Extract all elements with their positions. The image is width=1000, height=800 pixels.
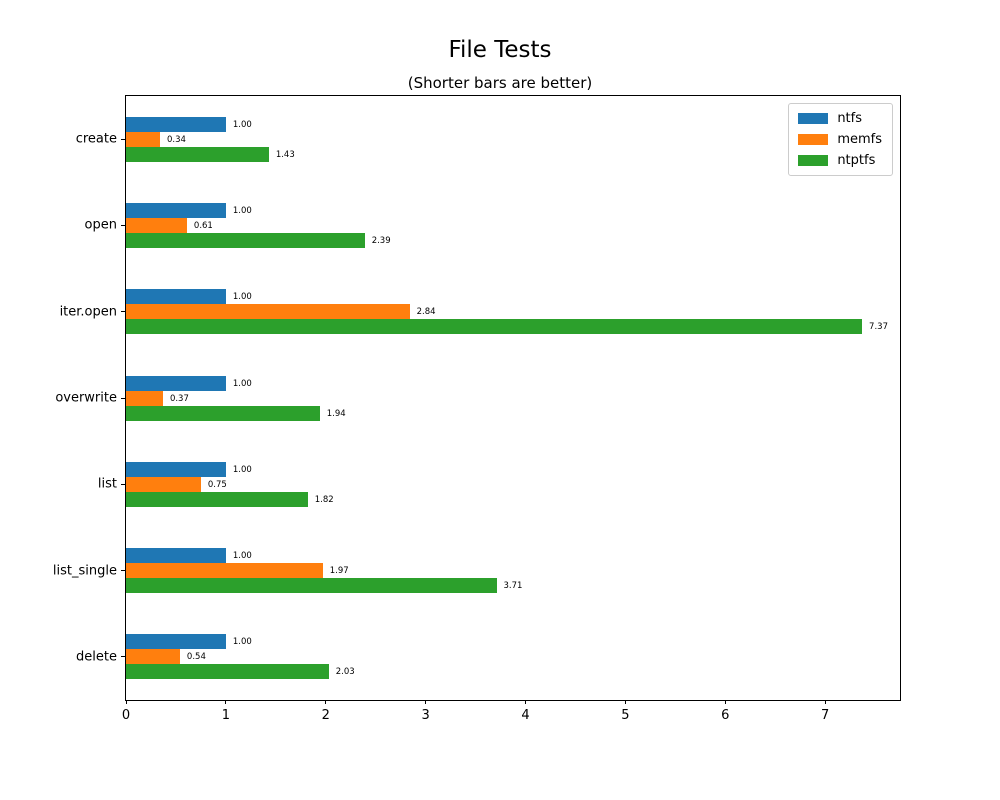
y-tick-list	[121, 483, 125, 485]
bar-ntptfs-create	[126, 146, 269, 162]
x-tick-label-5: 5	[621, 708, 630, 723]
x-tick-2	[325, 700, 327, 704]
y-tick-create	[121, 138, 125, 140]
legend-swatch-memfs	[798, 134, 829, 145]
y-tick-label-iter.open: iter.open	[59, 304, 117, 320]
legend-swatch-ntptfs	[798, 155, 829, 166]
bar-ntfs-list	[126, 461, 226, 477]
bar-value-label-ntfs-list_single: 1.00	[232, 551, 252, 562]
legend-entry-memfs: memfs	[798, 132, 882, 147]
bar-value-label-memfs-delete: 0.54	[186, 652, 206, 663]
x-tick-7	[824, 700, 826, 704]
y-tick-overwrite	[121, 397, 125, 399]
bar-value-label-ntptfs-iter.open: 7.37	[869, 322, 888, 333]
plot-area: 1.00 0.34 1.43 1.00 0.61 2.39 1.00 2.84 7.37 1.00…	[53, 95, 901, 723]
legend-swatch-ntfs	[798, 113, 829, 124]
bar-value-label-memfs-open: 0.61	[193, 220, 213, 231]
y-tick-label-open: open	[84, 217, 117, 233]
legend: ntfs memfs ntptfs	[788, 103, 893, 176]
bar-ntptfs-iter.open	[126, 319, 863, 335]
x-tick-label-2: 2	[321, 708, 330, 723]
legend-entry-ntptfs: ntptfs	[798, 153, 882, 168]
y-tick-label-list_single: list_single	[52, 563, 117, 579]
x-tick-4	[524, 700, 526, 704]
bar-memfs-delete	[126, 649, 180, 665]
bar-ntptfs-overwrite	[126, 405, 320, 421]
y-tick-delete	[121, 656, 125, 658]
x-tick-0	[125, 700, 127, 704]
x-tick-label-7: 7	[820, 708, 830, 723]
y-tick-iter.open	[121, 311, 125, 313]
bar-value-label-memfs-iter.open: 2.84	[416, 307, 436, 318]
bar-ntfs-create	[126, 116, 226, 132]
bar-ntfs-iter.open	[126, 289, 226, 305]
bar-memfs-list	[126, 476, 201, 492]
bar-value-label-ntptfs-overwrite: 1.94	[326, 408, 346, 419]
y-tick-label-list: list	[97, 476, 117, 492]
x-tick-label-1: 1	[221, 708, 230, 723]
bar-value-label-ntptfs-create: 1.43	[275, 149, 295, 160]
bar-ntptfs-open	[126, 232, 365, 248]
x-tick-6	[724, 700, 726, 704]
y-tick-label-delete: delete	[76, 649, 117, 665]
legend-label-ntfs: ntfs	[837, 111, 862, 126]
bar-value-label-ntfs-create: 1.00	[232, 119, 252, 130]
x-tick-label-0: 0	[121, 708, 131, 723]
bar-value-label-ntfs-overwrite: 1.00	[232, 378, 252, 389]
bar-ntfs-list_single	[126, 548, 226, 564]
bar-value-label-ntptfs-delete: 2.03	[335, 667, 355, 678]
bar-ntfs-overwrite	[126, 375, 226, 391]
bar-memfs-create	[126, 131, 160, 147]
y-tick-label-create: create	[75, 131, 117, 147]
bar-memfs-open	[126, 217, 187, 233]
bar-ntptfs-delete	[126, 664, 329, 680]
legend-entry-ntfs: ntfs	[798, 111, 882, 126]
bar-value-label-memfs-list: 0.75	[207, 479, 227, 490]
x-tick-1	[225, 700, 227, 704]
bar-memfs-list_single	[126, 563, 323, 579]
bar-value-label-ntfs-list: 1.00	[232, 464, 252, 475]
bar-ntfs-open	[126, 202, 226, 218]
bar-value-label-ntptfs-list_single: 3.71	[503, 581, 523, 592]
y-tick-list_single	[121, 570, 125, 572]
bar-value-label-memfs-list_single: 1.97	[329, 566, 349, 577]
x-tick-3	[425, 700, 427, 704]
y-tick-open	[121, 224, 125, 226]
bar-memfs-overwrite	[126, 390, 163, 406]
bar-value-label-memfs-create: 0.34	[166, 134, 186, 145]
bar-memfs-iter.open	[126, 304, 410, 320]
bar-ntptfs-list_single	[126, 578, 497, 594]
chart-title: File Tests	[448, 37, 552, 63]
x-tick-label-4: 4	[521, 708, 530, 723]
bar-value-label-ntptfs-list: 1.82	[314, 494, 334, 505]
x-tick-label-6: 6	[721, 708, 730, 723]
chart-subtitle: (Shorter bars are better)	[407, 74, 593, 92]
bar-value-label-memfs-overwrite: 0.37	[169, 393, 189, 404]
bar-value-label-ntfs-iter.open: 1.00	[232, 292, 252, 303]
bar-value-label-ntfs-open: 1.00	[232, 205, 252, 216]
bar-ntptfs-list	[126, 491, 308, 507]
bar-value-label-ntfs-delete: 1.00	[232, 637, 252, 648]
bar-value-label-ntptfs-open: 2.39	[371, 235, 391, 246]
x-tick-5	[624, 700, 626, 704]
bar-ntfs-delete	[126, 634, 226, 650]
x-tick-label-3: 3	[421, 708, 430, 723]
y-tick-label-overwrite: overwrite	[55, 390, 117, 406]
legend-label-ntptfs: ntptfs	[837, 153, 876, 168]
legend-label-memfs: memfs	[837, 132, 882, 147]
